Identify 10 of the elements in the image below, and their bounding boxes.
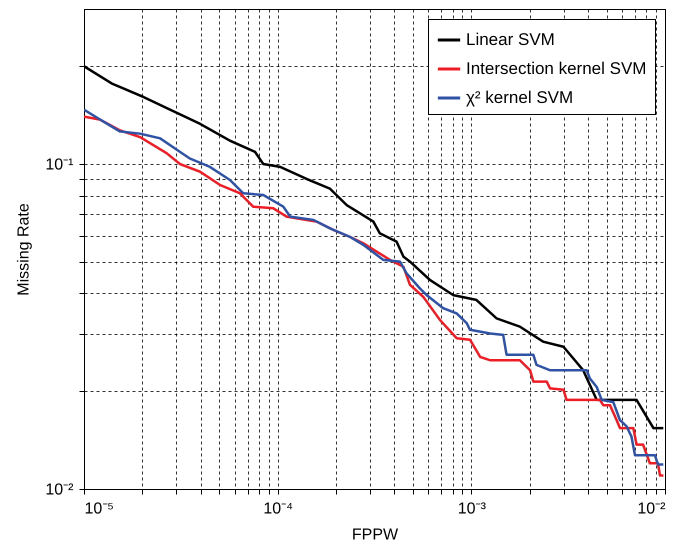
y-axis-title: Missing Rate <box>15 203 32 296</box>
legend-label: χ² kernel SVM <box>466 88 574 107</box>
x-tick-label: 10⁻² <box>637 500 666 518</box>
x-tick-label: 10⁻³ <box>458 500 487 518</box>
x-axis-title: FPPW <box>352 526 400 544</box>
x-tick-label: 10⁻⁴ <box>263 500 294 518</box>
legend-label: Intersection kernel SVM <box>466 59 646 78</box>
x-tick-label: 10⁻⁵ <box>84 500 114 518</box>
legend-label: Linear SVM <box>466 30 555 49</box>
y-tick-label: 10⁻¹ <box>45 156 74 174</box>
